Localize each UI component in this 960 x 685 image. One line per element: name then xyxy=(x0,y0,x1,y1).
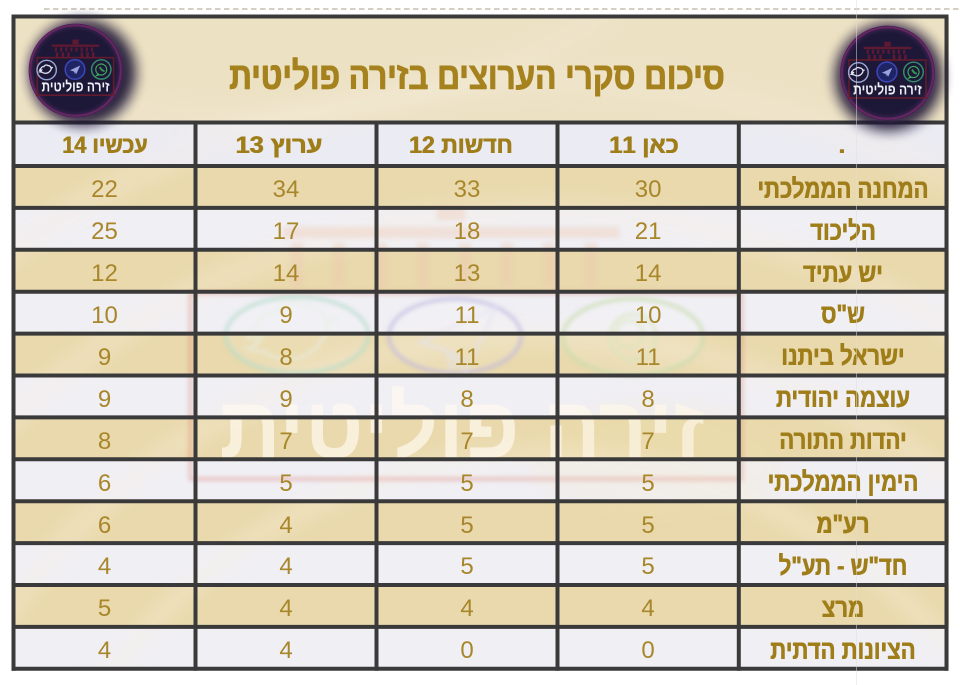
svg-text:זירה פוליטית: זירה פוליטית xyxy=(853,81,922,98)
svg-text:זירה פוליטית: זירה פוליטית xyxy=(42,79,110,96)
